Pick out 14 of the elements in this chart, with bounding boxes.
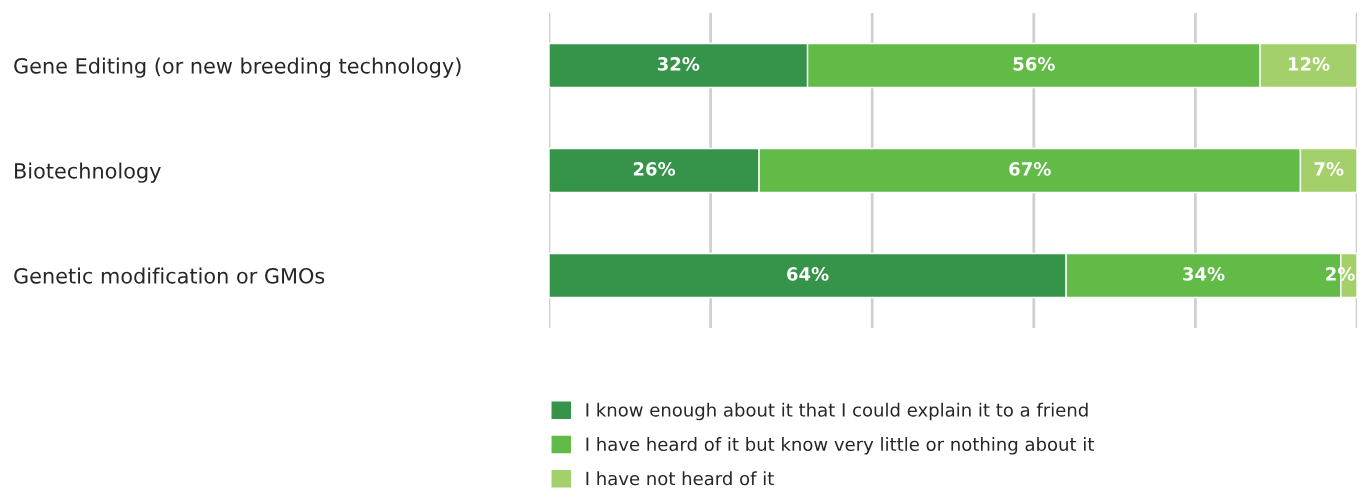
y-tick-label: Genetic modification or GMOs (14, 267, 325, 284)
y-tick-label: Gene Editing (or new breeding technology) (14, 57, 461, 78)
data-label: 34% (1183, 267, 1225, 281)
data-label: 67% (1009, 162, 1051, 176)
y-tick-label: Biotechnology (15, 162, 161, 183)
legend-label: I know enough about it that I could explain it to a friend (586, 402, 1088, 421)
data-label: 26% (633, 162, 676, 176)
data-label: 32% (657, 57, 700, 71)
legend-label: I have heard of it but know very little or nothing about it (586, 437, 1094, 455)
data-label: 12% (1288, 57, 1330, 71)
legend-label: I have not heard of it (586, 471, 774, 486)
data-label: 7% (1314, 162, 1344, 176)
data-label: 56% (1013, 57, 1055, 71)
data-label: 64% (787, 267, 829, 281)
